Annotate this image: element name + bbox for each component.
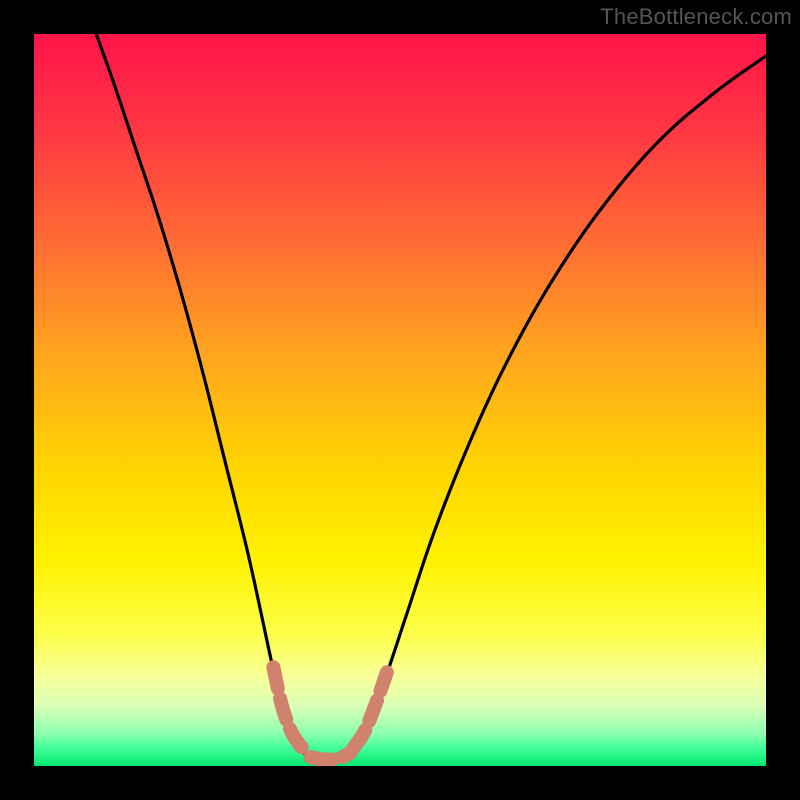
chart-container: TheBottleneck.com: [0, 0, 800, 800]
bottleneck-chart: [0, 0, 800, 800]
watermark-text: TheBottleneck.com: [600, 4, 792, 30]
highlight-segment-1: [311, 753, 351, 760]
